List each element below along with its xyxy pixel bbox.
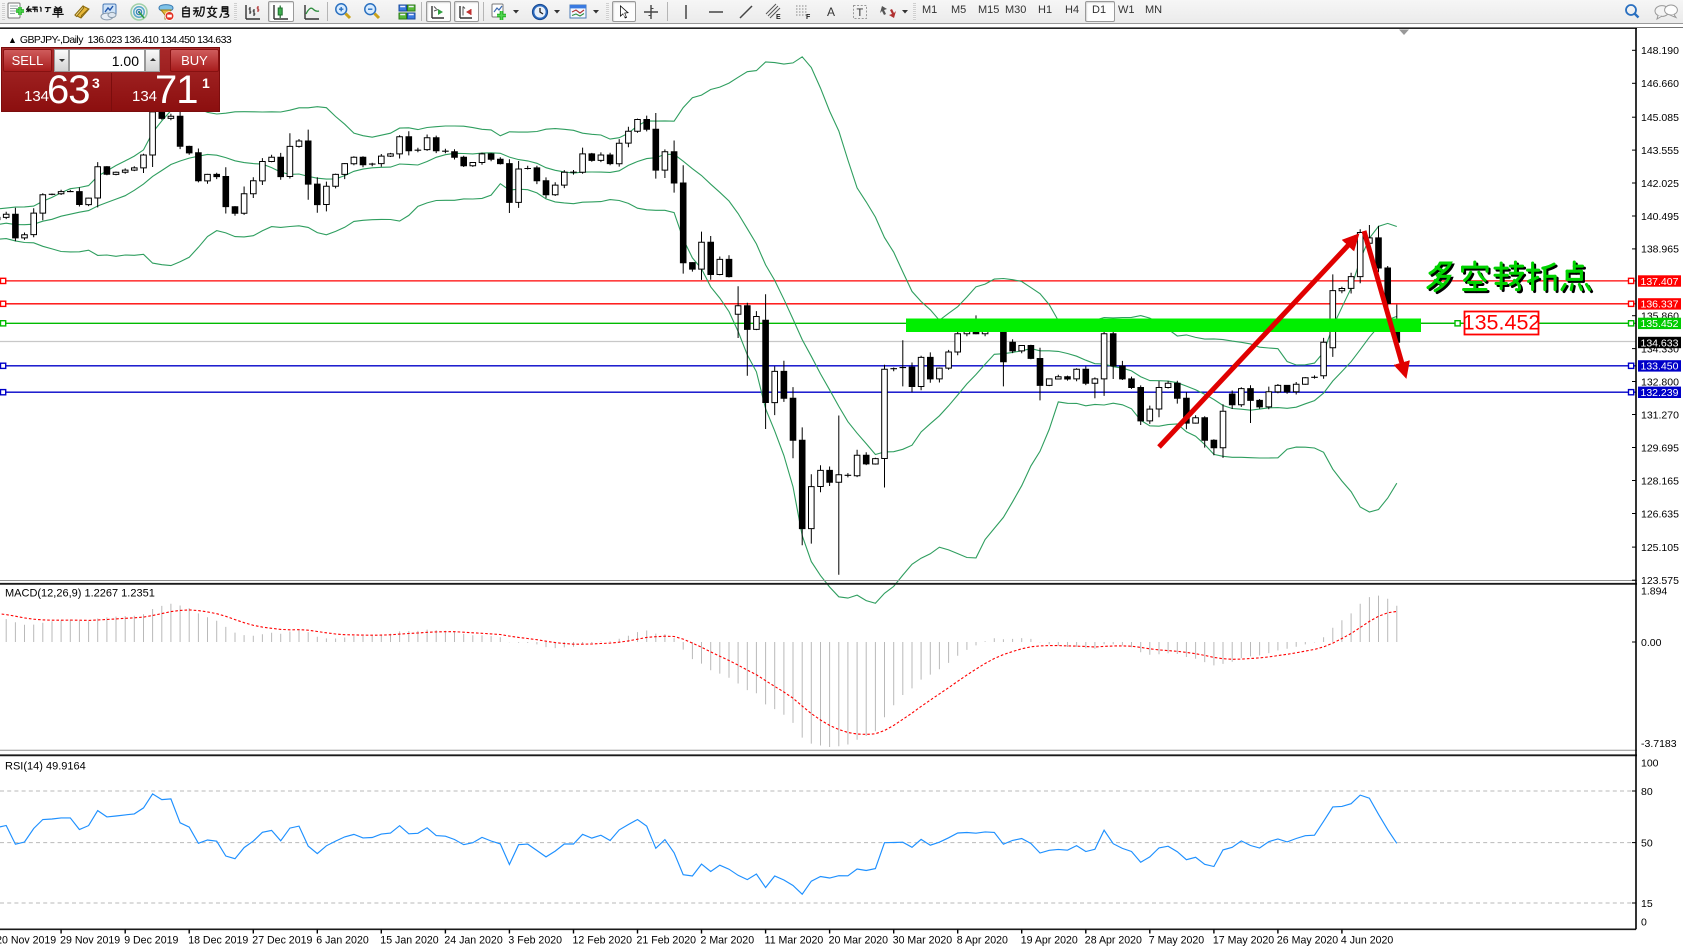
svg-text:135.452: 135.452 bbox=[1463, 311, 1541, 335]
svg-text:128.165: 128.165 bbox=[1641, 475, 1679, 487]
svg-text:0: 0 bbox=[1641, 916, 1647, 928]
svg-text:146.660: 146.660 bbox=[1641, 78, 1679, 90]
svg-text:131.270: 131.270 bbox=[1641, 409, 1679, 421]
svg-text:0.00: 0.00 bbox=[1641, 637, 1662, 649]
svg-text:27 Dec 2019: 27 Dec 2019 bbox=[252, 935, 312, 947]
svg-text:A: A bbox=[827, 5, 835, 19]
svg-text:100: 100 bbox=[1641, 758, 1659, 770]
svg-text:24 Jan 2020: 24 Jan 2020 bbox=[444, 935, 502, 947]
svg-text:133.450: 133.450 bbox=[1641, 361, 1679, 373]
svg-text:MACD(12,26,9) 1.2267 1.2351: MACD(12,26,9) 1.2267 1.2351 bbox=[5, 588, 155, 600]
svg-text:19 Apr 2020: 19 Apr 2020 bbox=[1021, 935, 1078, 947]
svg-text:125.105: 125.105 bbox=[1641, 542, 1679, 554]
svg-text:9 Dec 2019: 9 Dec 2019 bbox=[124, 935, 178, 947]
svg-text:1.894: 1.894 bbox=[1641, 586, 1667, 598]
svg-text:140.495: 140.495 bbox=[1641, 211, 1679, 223]
svg-text:135.452: 135.452 bbox=[1641, 318, 1679, 330]
svg-text:126.635: 126.635 bbox=[1641, 508, 1679, 520]
svg-text:30 Mar 2020: 30 Mar 2020 bbox=[893, 935, 953, 947]
svg-text:T: T bbox=[857, 7, 864, 19]
svg-text:134.633: 134.633 bbox=[1641, 337, 1679, 349]
svg-text:129.695: 129.695 bbox=[1641, 442, 1679, 454]
svg-text:26 May 2020: 26 May 2020 bbox=[1277, 935, 1338, 947]
svg-text:142.025: 142.025 bbox=[1641, 178, 1679, 190]
svg-text:18 Dec 2019: 18 Dec 2019 bbox=[188, 935, 248, 947]
svg-text:-3.7183: -3.7183 bbox=[1641, 738, 1677, 750]
svg-text:20 Mar 2020: 20 Mar 2020 bbox=[829, 935, 889, 947]
svg-text:8 Apr 2020: 8 Apr 2020 bbox=[957, 935, 1008, 947]
svg-text:21 Feb 2020: 21 Feb 2020 bbox=[637, 935, 697, 947]
svg-text:E: E bbox=[776, 14, 781, 21]
svg-text:12 Feb 2020: 12 Feb 2020 bbox=[573, 935, 633, 947]
svg-text:143.555: 143.555 bbox=[1641, 145, 1679, 157]
svg-text:137.407: 137.407 bbox=[1641, 276, 1679, 288]
svg-text:123.575: 123.575 bbox=[1641, 575, 1679, 587]
svg-text:17 May 2020: 17 May 2020 bbox=[1213, 935, 1274, 947]
svg-text:132.800: 132.800 bbox=[1641, 376, 1679, 388]
svg-text:50: 50 bbox=[1641, 837, 1653, 849]
svg-text:3 Feb 2020: 3 Feb 2020 bbox=[508, 935, 562, 947]
svg-text:28 Apr 2020: 28 Apr 2020 bbox=[1085, 935, 1142, 947]
svg-text:20 Nov 2019: 20 Nov 2019 bbox=[0, 935, 56, 947]
svg-text:11 Mar 2020: 11 Mar 2020 bbox=[765, 935, 824, 947]
svg-text:RSI(14) 49.9164: RSI(14) 49.9164 bbox=[5, 761, 86, 773]
svg-text:138.965: 138.965 bbox=[1641, 244, 1679, 256]
svg-text:6 Jan 2020: 6 Jan 2020 bbox=[316, 935, 369, 947]
svg-text:132.239: 132.239 bbox=[1641, 387, 1679, 399]
svg-text:80: 80 bbox=[1641, 786, 1653, 798]
svg-text:F: F bbox=[806, 14, 811, 21]
svg-text:145.085: 145.085 bbox=[1641, 112, 1679, 124]
svg-text:148.190: 148.190 bbox=[1641, 45, 1679, 57]
svg-text:15: 15 bbox=[1641, 898, 1653, 910]
svg-text:4 Jun 2020: 4 Jun 2020 bbox=[1341, 935, 1394, 947]
svg-text:29 Nov 2019: 29 Nov 2019 bbox=[60, 935, 120, 947]
svg-text:136.337: 136.337 bbox=[1641, 299, 1679, 311]
svg-text:2 Mar 2020: 2 Mar 2020 bbox=[701, 935, 755, 947]
svg-text:7 May 2020: 7 May 2020 bbox=[1149, 935, 1204, 947]
svg-text:15 Jan 2020: 15 Jan 2020 bbox=[380, 935, 438, 947]
